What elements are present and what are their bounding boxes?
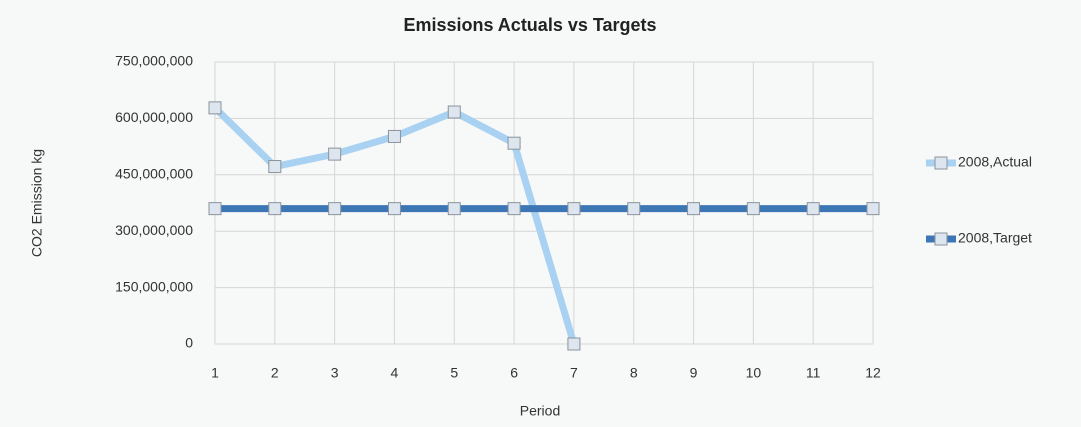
x-tick-label: 5 — [450, 365, 458, 381]
point-marker — [866, 202, 880, 216]
x-tick-label: 8 — [630, 365, 638, 381]
point-marker — [447, 202, 461, 216]
y-tick-label: 0 — [185, 335, 193, 351]
x-tick-label: 4 — [391, 365, 399, 381]
point-marker — [447, 105, 461, 119]
y-tick-label: 150,000,000 — [115, 278, 193, 294]
point-marker — [208, 101, 222, 115]
y-tick-label: 750,000,000 — [115, 53, 193, 69]
x-axis-label: Period — [520, 403, 560, 419]
y-tick-label: 450,000,000 — [115, 166, 193, 182]
point-marker — [806, 202, 820, 216]
point-marker — [567, 337, 581, 351]
point-marker — [507, 136, 521, 150]
x-tick-label: 7 — [570, 365, 578, 381]
point-marker — [746, 202, 760, 216]
x-tick-label: 10 — [746, 365, 762, 381]
x-tick-label: 1 — [211, 365, 219, 381]
point-marker — [328, 202, 342, 216]
y-axis-label: CO2 Emission kg — [29, 149, 45, 257]
point-marker — [208, 202, 222, 216]
legend-label: 2008,Target — [958, 230, 1032, 246]
point-marker — [268, 202, 282, 216]
legend-marker — [934, 156, 948, 170]
point-marker — [387, 202, 401, 216]
point-marker — [687, 202, 701, 216]
x-tick-label: 3 — [331, 365, 339, 381]
point-marker — [328, 147, 342, 161]
point-marker — [627, 202, 641, 216]
x-tick-label: 9 — [690, 365, 698, 381]
point-marker — [268, 160, 282, 174]
y-tick-label: 300,000,000 — [115, 222, 193, 238]
chart-title: Emissions Actuals vs Targets — [403, 15, 656, 35]
point-marker — [387, 129, 401, 143]
x-tick-label: 2 — [271, 365, 279, 381]
y-tick-label: 600,000,000 — [115, 109, 193, 125]
point-marker — [507, 202, 521, 216]
legend-label: 2008,Actual — [958, 154, 1032, 170]
point-marker — [567, 202, 581, 216]
x-tick-label: 6 — [510, 365, 518, 381]
plot-area — [214, 61, 874, 345]
x-tick-label: 11 — [806, 365, 821, 381]
x-tick-label: 12 — [865, 365, 881, 381]
legend-marker — [934, 232, 948, 246]
